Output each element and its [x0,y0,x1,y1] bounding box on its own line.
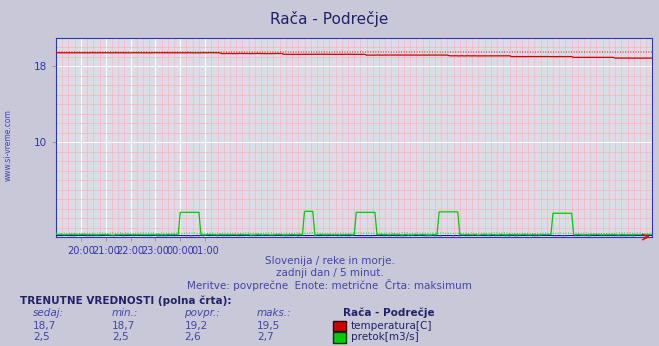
Text: temperatura[C]: temperatura[C] [351,321,432,331]
Text: Rača - Podrečje: Rača - Podrečje [343,308,434,318]
Text: 19,2: 19,2 [185,321,208,331]
Text: Rača - Podrečje: Rača - Podrečje [270,11,389,27]
Text: 2,5: 2,5 [33,333,49,342]
Text: pretok[m3/s]: pretok[m3/s] [351,333,418,342]
Text: 2,5: 2,5 [112,333,129,342]
Text: povpr.:: povpr.: [185,308,220,318]
Text: sedaj:: sedaj: [33,308,64,318]
Text: Slovenija / reke in morje.: Slovenija / reke in morje. [264,256,395,266]
Text: Meritve: povprečne  Enote: metrične  Črta: maksimum: Meritve: povprečne Enote: metrične Črta:… [187,280,472,291]
Text: 18,7: 18,7 [112,321,135,331]
Text: 2,7: 2,7 [257,333,273,342]
Text: 18,7: 18,7 [33,321,56,331]
Text: min.:: min.: [112,308,138,318]
Text: 19,5: 19,5 [257,321,280,331]
Text: 2,6: 2,6 [185,333,201,342]
Text: maks.:: maks.: [257,308,292,318]
Text: TRENUTNE VREDNOSTI (polna črta):: TRENUTNE VREDNOSTI (polna črta): [20,296,231,306]
Text: zadnji dan / 5 minut.: zadnji dan / 5 minut. [275,268,384,278]
Text: www.si-vreme.com: www.si-vreme.com [3,109,13,181]
